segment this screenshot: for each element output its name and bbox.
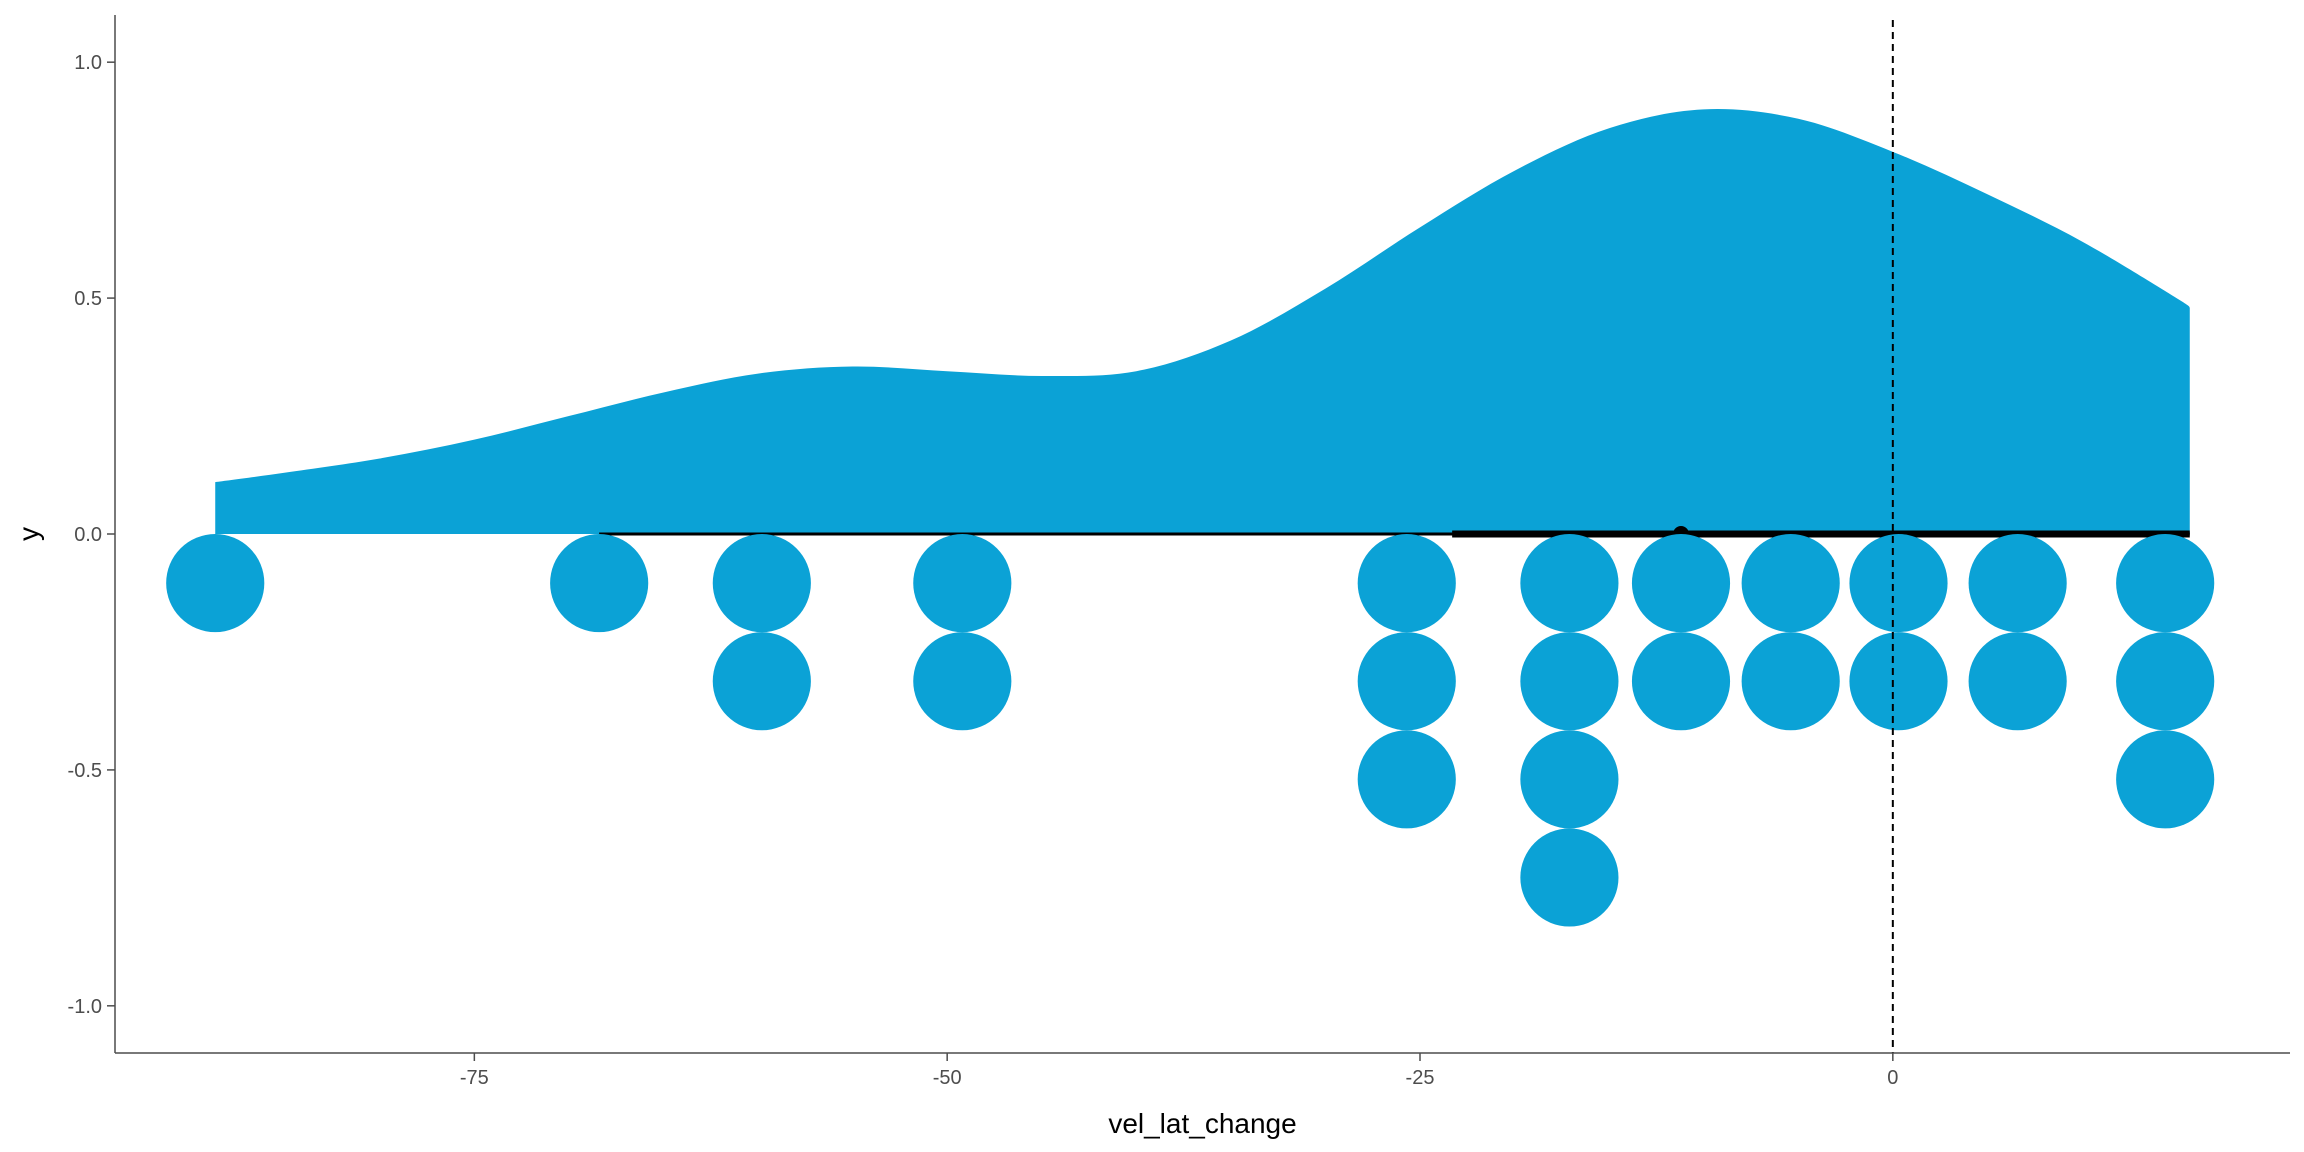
data-dot — [1849, 534, 1948, 633]
data-dot — [1357, 534, 1456, 633]
data-dot — [913, 534, 1012, 633]
data-dot — [1849, 632, 1948, 731]
dots-layer — [166, 534, 2215, 927]
y-tick-label: -1.0 — [68, 996, 102, 1018]
y-tick-label: 0.0 — [74, 524, 102, 546]
data-dot — [1520, 534, 1619, 633]
data-dot — [712, 534, 811, 633]
data-dot — [1968, 632, 2067, 731]
y-tick-label: -0.5 — [68, 760, 102, 782]
data-dot — [550, 534, 649, 633]
data-dot — [1741, 632, 1840, 731]
x-tick-label: 0 — [1887, 1067, 1898, 1089]
data-dot — [2116, 632, 2215, 731]
y-tick-label: 1.0 — [74, 52, 102, 74]
data-dot — [1357, 632, 1456, 731]
y-tick-label: 0.5 — [74, 288, 102, 310]
data-dot — [1357, 730, 1456, 829]
data-dot — [712, 632, 811, 731]
ticks-layer: -75 -50 -25 0 1.0 0.5 0.0 -0.5 -1.0 — [68, 52, 1899, 1089]
data-dot — [913, 632, 1012, 731]
data-dot — [1631, 534, 1731, 633]
x-tick-label: -75 — [460, 1067, 489, 1089]
data-dot — [1631, 632, 1731, 731]
data-dot — [1741, 534, 1840, 633]
density-area — [215, 109, 2190, 534]
data-dot — [1520, 730, 1619, 829]
x-axis-title: vel_lat_change — [1108, 1108, 1296, 1139]
data-dot — [1520, 632, 1619, 731]
x-tick-label: -25 — [1406, 1067, 1435, 1089]
density-layer — [215, 109, 2190, 534]
data-dot — [2116, 534, 2215, 633]
data-dot — [2116, 730, 2215, 829]
data-dot — [1520, 828, 1619, 927]
data-dot — [1968, 534, 2067, 633]
y-axis-title: y — [13, 527, 44, 541]
data-dot — [166, 534, 265, 633]
x-tick-label: -50 — [933, 1067, 962, 1089]
